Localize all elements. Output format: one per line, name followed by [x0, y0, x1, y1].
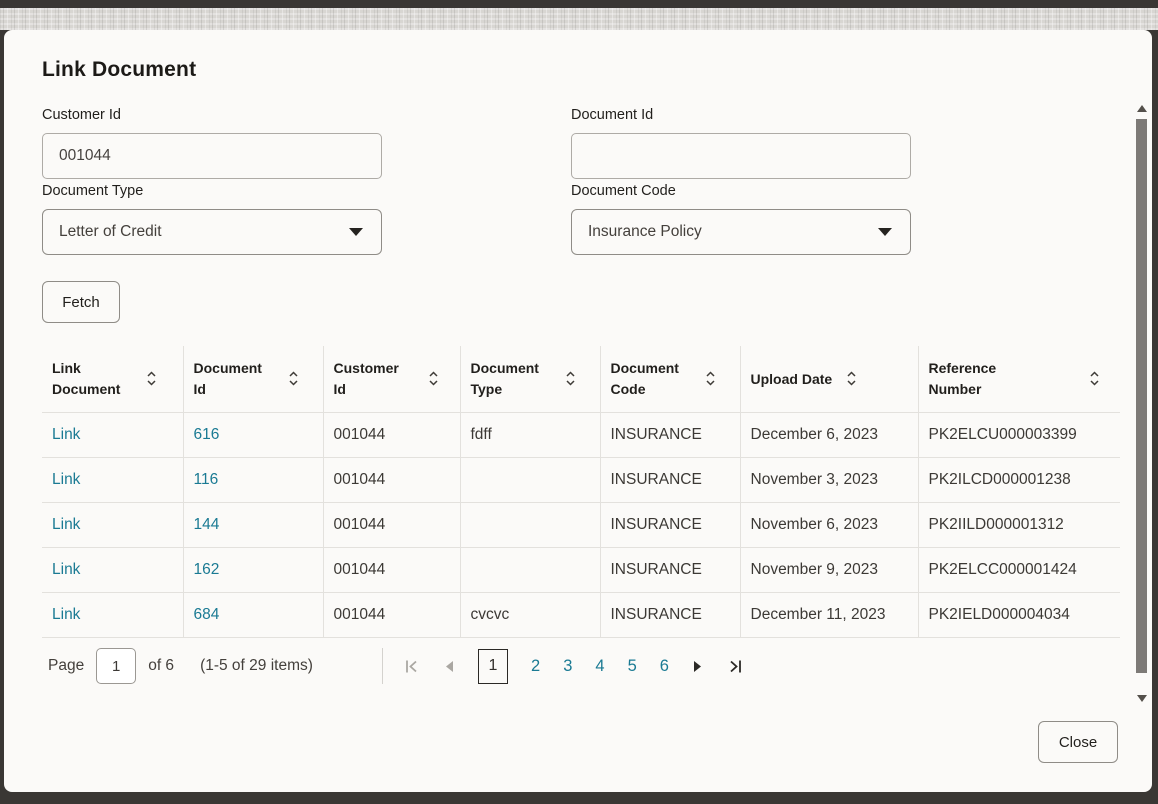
cell-upload-date: December 6, 2023 [740, 412, 919, 458]
document-type-select[interactable]: Letter of Credit [42, 209, 382, 255]
items-summary: (1-5 of 29 items) [200, 657, 313, 674]
document-type-label: Document Type [42, 183, 144, 199]
link-document-action[interactable]: Link [52, 560, 81, 578]
sort-icon[interactable] [288, 370, 299, 387]
column-header-upload-date[interactable]: Upload Date [740, 346, 919, 413]
document-id-link[interactable]: 684 [193, 605, 220, 623]
sort-icon[interactable] [1089, 370, 1100, 387]
next-page-icon[interactable] [692, 659, 704, 674]
document-id-label: Document Id [571, 107, 654, 123]
cell-upload-date: November 3, 2023 [740, 457, 919, 503]
cell-document-code: INSURANCE [600, 592, 741, 638]
column-header-document-code[interactable]: Document Code [600, 346, 741, 413]
cell-customer-id: 001044 [323, 457, 461, 503]
scrollbar-down-icon[interactable] [1137, 695, 1147, 702]
cell-document-type: cvcvc [460, 592, 601, 638]
pagination-nav: 1 2 3 4 5 6 [403, 648, 744, 684]
link-document-action[interactable]: Link [52, 425, 81, 443]
page-link-6[interactable]: 6 [659, 656, 669, 675]
page-number-input[interactable] [96, 648, 137, 684]
cell-document-code: INSURANCE [600, 457, 741, 503]
pagination-summary: Page of 6 (1-5 of 29 items) [48, 648, 313, 684]
fetch-button[interactable]: Fetch [42, 281, 120, 323]
sort-icon[interactable] [846, 370, 857, 387]
cell-customer-id: 001044 [323, 412, 461, 458]
table-row: Link 616 001044 fdff INSURANCE December … [42, 412, 1120, 458]
customer-id-input[interactable] [42, 133, 382, 179]
dropdown-caret-icon [878, 228, 892, 236]
page-total-label: of 6 [148, 657, 175, 674]
link-document-action[interactable]: Link [52, 470, 81, 488]
background-texture-band [0, 8, 1158, 30]
table-row: Link 684 001044 cvcvc INSURANCE December… [42, 592, 1120, 638]
scrollbar-thumb[interactable] [1136, 119, 1147, 673]
document-id-link[interactable]: 116 [193, 470, 219, 488]
cell-reference-number: PK2ELCC000001424 [918, 547, 1120, 593]
table-row: Link 162 001044 INSURANCE November 9, 20… [42, 547, 1120, 593]
column-header-document-id[interactable]: Document Id [183, 346, 324, 413]
cell-upload-date: December 11, 2023 [740, 592, 919, 638]
customer-id-label: Customer Id [42, 107, 121, 123]
document-id-link[interactable]: 162 [193, 560, 220, 578]
scrollbar-up-icon[interactable] [1137, 105, 1147, 112]
cell-document-type: fdff [460, 412, 601, 458]
previous-page-icon[interactable] [443, 659, 455, 674]
cell-reference-number: PK2IELD000004034 [918, 592, 1120, 638]
pagination-divider [382, 648, 383, 684]
document-id-link[interactable]: 144 [193, 515, 220, 533]
table-header-row: Link Document Document Id Customer Id Do… [42, 346, 1120, 413]
document-id-input[interactable] [571, 133, 911, 179]
cell-document-code: INSURANCE [600, 547, 741, 593]
cell-document-code: INSURANCE [600, 412, 741, 458]
document-code-selected-value: Insurance Policy [588, 223, 702, 240]
sort-icon[interactable] [565, 370, 576, 387]
vertical-scrollbar[interactable] [1136, 105, 1149, 702]
column-header-customer-id[interactable]: Customer Id [323, 346, 461, 413]
table-row: Link 116 001044 INSURANCE November 3, 20… [42, 457, 1120, 503]
table-row: Link 144 001044 INSURANCE November 6, 20… [42, 502, 1120, 548]
link-document-modal: Link Document Customer Id Document Id Do… [4, 30, 1152, 792]
document-code-select[interactable]: Insurance Policy [571, 209, 911, 255]
cell-reference-number: PK2ELCU000003399 [918, 412, 1120, 458]
cell-customer-id: 001044 [323, 547, 461, 593]
cell-upload-date: November 6, 2023 [740, 502, 919, 548]
close-button[interactable]: Close [1038, 721, 1118, 763]
column-header-reference-number[interactable]: Reference Number [918, 346, 1120, 413]
cell-document-type [460, 547, 601, 593]
page-link-5[interactable]: 5 [627, 656, 637, 675]
cell-customer-id: 001044 [323, 502, 461, 548]
current-page-indicator[interactable]: 1 [478, 648, 508, 684]
page-link-2[interactable]: 2 [531, 656, 541, 675]
cell-document-type [460, 457, 601, 503]
page-link-3[interactable]: 3 [563, 656, 573, 675]
link-document-action[interactable]: Link [52, 515, 81, 533]
column-header-document-type[interactable]: Document Type [460, 346, 601, 413]
documents-table: Link Document Document Id Customer Id Do… [42, 346, 1120, 638]
cell-upload-date: November 9, 2023 [740, 547, 919, 593]
last-page-icon[interactable] [727, 658, 744, 675]
column-header-link-document[interactable]: Link Document [42, 346, 184, 413]
document-code-label: Document Code [571, 183, 676, 199]
document-type-selected-value: Letter of Credit [59, 223, 162, 240]
cell-reference-number: PK2ILCD000001238 [918, 457, 1120, 503]
cell-document-type [460, 502, 601, 548]
cell-customer-id: 001044 [323, 592, 461, 638]
dropdown-caret-icon [349, 228, 363, 236]
page-title: Link Document [42, 58, 197, 81]
sort-icon[interactable] [146, 370, 157, 387]
first-page-icon[interactable] [403, 658, 420, 675]
cell-document-code: INSURANCE [600, 502, 741, 548]
sort-icon[interactable] [705, 370, 716, 387]
page-link-4[interactable]: 4 [595, 656, 605, 675]
page-label: Page [48, 657, 85, 674]
link-document-action[interactable]: Link [52, 605, 81, 623]
cell-reference-number: PK2IILD000001312 [918, 502, 1120, 548]
document-id-link[interactable]: 616 [193, 425, 220, 443]
sort-icon[interactable] [428, 370, 439, 387]
